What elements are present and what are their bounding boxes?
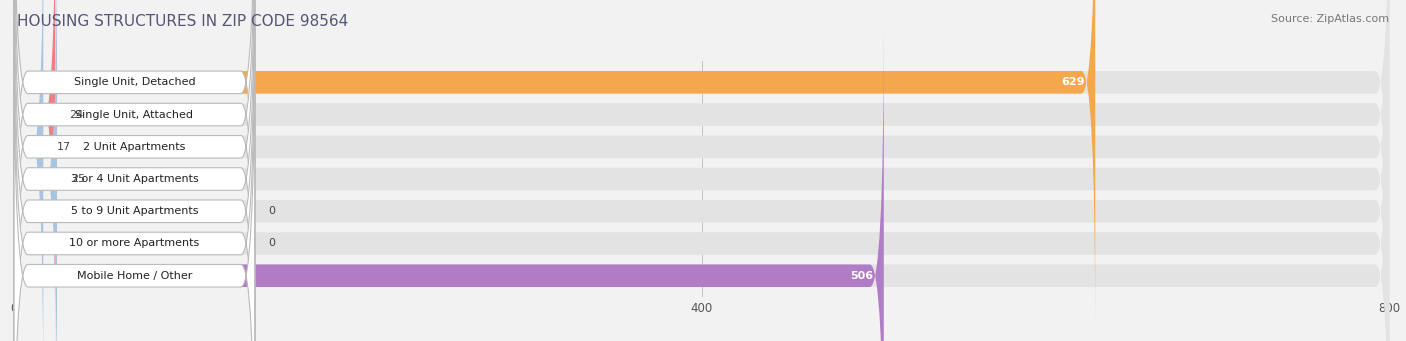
FancyBboxPatch shape — [14, 0, 254, 329]
Text: 10 or more Apartments: 10 or more Apartments — [69, 238, 200, 249]
FancyBboxPatch shape — [14, 0, 1389, 341]
FancyBboxPatch shape — [14, 0, 1389, 341]
FancyBboxPatch shape — [14, 0, 1389, 341]
Text: 24: 24 — [69, 109, 83, 120]
FancyBboxPatch shape — [14, 0, 1389, 341]
Text: Mobile Home / Other: Mobile Home / Other — [77, 271, 193, 281]
FancyBboxPatch shape — [14, 0, 254, 341]
FancyBboxPatch shape — [14, 0, 58, 341]
FancyBboxPatch shape — [14, 0, 55, 341]
FancyBboxPatch shape — [14, 0, 44, 341]
Text: Single Unit, Attached: Single Unit, Attached — [76, 109, 194, 120]
FancyBboxPatch shape — [14, 0, 1389, 329]
Text: 506: 506 — [851, 271, 873, 281]
Text: 17: 17 — [58, 142, 72, 152]
FancyBboxPatch shape — [14, 0, 254, 341]
Text: 0: 0 — [269, 206, 276, 216]
FancyBboxPatch shape — [14, 0, 254, 341]
Text: 629: 629 — [1062, 77, 1085, 87]
Text: 3 or 4 Unit Apartments: 3 or 4 Unit Apartments — [70, 174, 198, 184]
FancyBboxPatch shape — [14, 29, 1389, 341]
FancyBboxPatch shape — [14, 29, 884, 341]
FancyBboxPatch shape — [14, 0, 254, 341]
Text: 25: 25 — [70, 174, 84, 184]
Text: 2 Unit Apartments: 2 Unit Apartments — [83, 142, 186, 152]
Text: 0: 0 — [269, 238, 276, 249]
FancyBboxPatch shape — [14, 0, 1095, 329]
Text: Source: ZipAtlas.com: Source: ZipAtlas.com — [1271, 14, 1389, 24]
Text: 5 to 9 Unit Apartments: 5 to 9 Unit Apartments — [70, 206, 198, 216]
FancyBboxPatch shape — [14, 0, 254, 341]
Text: Single Unit, Detached: Single Unit, Detached — [73, 77, 195, 87]
Text: HOUSING STRUCTURES IN ZIP CODE 98564: HOUSING STRUCTURES IN ZIP CODE 98564 — [17, 14, 349, 29]
FancyBboxPatch shape — [14, 0, 1389, 341]
FancyBboxPatch shape — [14, 29, 254, 341]
